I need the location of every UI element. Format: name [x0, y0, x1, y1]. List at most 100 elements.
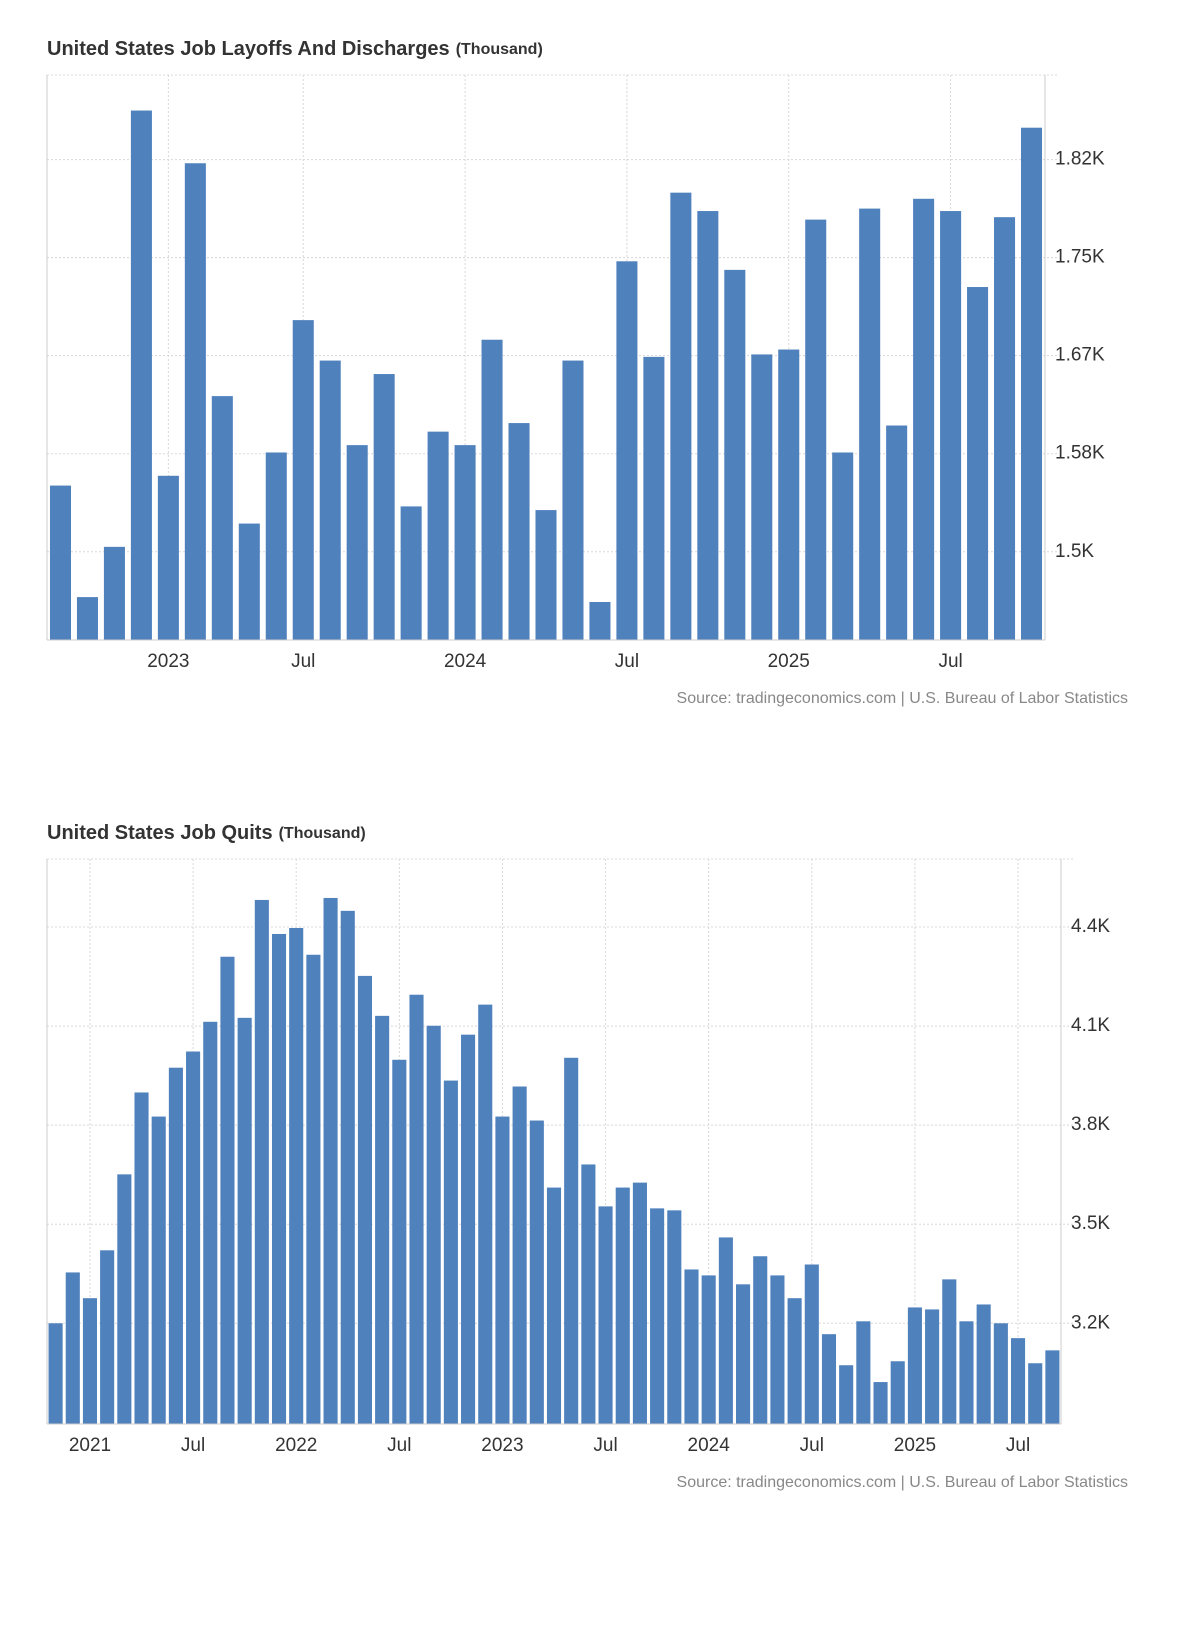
source: Source: tradingeconomics.com | U.S. Bure… — [677, 1474, 1128, 1491]
bar — [562, 360, 584, 640]
bar — [323, 897, 338, 1424]
bar — [913, 198, 935, 640]
bar — [443, 1080, 458, 1424]
bar — [832, 452, 854, 640]
x-tick-label: Jul — [593, 1435, 617, 1456]
bar — [117, 1174, 132, 1424]
x-tick-label: 2021 — [69, 1435, 111, 1456]
chart-title: United States Job Quits (Thousand) — [47, 822, 366, 844]
x-tick-label: 2024 — [444, 651, 487, 672]
bar — [925, 1309, 940, 1424]
y-tick-label: 3.5K — [1071, 1213, 1110, 1234]
bar — [220, 956, 235, 1424]
bar — [392, 1059, 407, 1424]
bar — [615, 1187, 630, 1424]
bar — [238, 523, 260, 640]
bar — [168, 1067, 183, 1424]
bar — [821, 1334, 837, 1424]
y-tick-label: 1.5K — [1055, 541, 1094, 562]
bar — [1028, 1363, 1043, 1424]
bar — [940, 211, 962, 641]
bar — [454, 445, 476, 640]
title-text: United States Job Layoffs And Discharges — [47, 38, 450, 60]
bar — [49, 485, 72, 640]
bar — [736, 1284, 751, 1424]
chart-title: United States Job Layoffs And Discharges… — [47, 38, 543, 60]
bar — [103, 546, 125, 640]
bar — [859, 208, 881, 640]
x-tick-label: 2024 — [688, 1435, 731, 1456]
bar — [993, 1323, 1008, 1424]
bar — [994, 217, 1016, 641]
bar — [48, 1323, 63, 1424]
source: Source: tradingeconomics.com | U.S. Bure… — [677, 690, 1128, 707]
title-unit: (Thousand) — [456, 41, 543, 58]
x-tick-label: Jul — [291, 651, 315, 672]
bar — [1010, 1338, 1026, 1424]
x-tick-label: 2025 — [768, 651, 810, 672]
bar — [598, 1206, 613, 1424]
bar — [718, 1237, 733, 1424]
bar — [357, 975, 372, 1424]
bar — [667, 1210, 682, 1424]
bar — [856, 1321, 871, 1424]
bar — [616, 261, 638, 640]
bar — [203, 1021, 218, 1424]
bar — [76, 597, 98, 640]
bar — [751, 354, 773, 640]
bar — [697, 211, 719, 641]
x-tick-label: Jul — [800, 1435, 824, 1456]
bar — [271, 933, 287, 1424]
bar — [589, 602, 611, 640]
bar — [512, 1086, 527, 1424]
bar — [873, 1382, 888, 1424]
bar — [100, 1250, 115, 1424]
bar — [82, 1298, 98, 1424]
bar — [535, 510, 557, 640]
x-tick-label: 2022 — [275, 1435, 317, 1456]
bar — [186, 1051, 201, 1424]
y-tick-label: 3.2K — [1071, 1312, 1110, 1333]
bar — [289, 928, 304, 1424]
bar — [564, 1057, 579, 1424]
bar — [508, 423, 530, 640]
x-tick-label: Jul — [1006, 1435, 1030, 1456]
bar — [319, 360, 341, 640]
bar — [581, 1164, 596, 1424]
bar — [237, 1017, 252, 1424]
bar — [265, 452, 287, 640]
bar — [770, 1275, 785, 1424]
y-tick-label: 1.58K — [1055, 443, 1105, 464]
bar — [1020, 127, 1043, 640]
x-tick-label: 2023 — [481, 1435, 523, 1456]
bar — [753, 1256, 768, 1424]
bar — [373, 374, 395, 640]
bar — [724, 269, 746, 640]
bar — [409, 994, 424, 1424]
chart: United States Job Quits (Thousand) 3.2K 3.5… — [46, 822, 1128, 1491]
bar — [495, 1116, 510, 1424]
bar — [886, 425, 908, 640]
x-tick-label: Jul — [387, 1435, 411, 1456]
title-unit: (Thousand) — [279, 825, 366, 842]
bar — [787, 1298, 802, 1424]
bar — [778, 349, 800, 640]
bar — [481, 339, 503, 640]
y-tick-label: 1.75K — [1055, 247, 1105, 268]
bar — [254, 899, 269, 1424]
bar — [400, 506, 422, 640]
x-tick-label: 2023 — [147, 651, 189, 672]
y-tick-label: 1.67K — [1055, 345, 1105, 366]
bar — [632, 1182, 647, 1424]
bar — [890, 1361, 905, 1424]
y-tick-label: 3.8K — [1071, 1114, 1110, 1135]
bar — [292, 320, 314, 640]
bar — [306, 954, 321, 1424]
bar — [670, 192, 692, 640]
bar — [650, 1208, 665, 1424]
bar — [134, 1092, 149, 1424]
bar — [942, 1279, 957, 1424]
bar — [157, 475, 179, 640]
bar — [375, 1015, 390, 1424]
title-text: United States Job Quits — [47, 822, 273, 844]
